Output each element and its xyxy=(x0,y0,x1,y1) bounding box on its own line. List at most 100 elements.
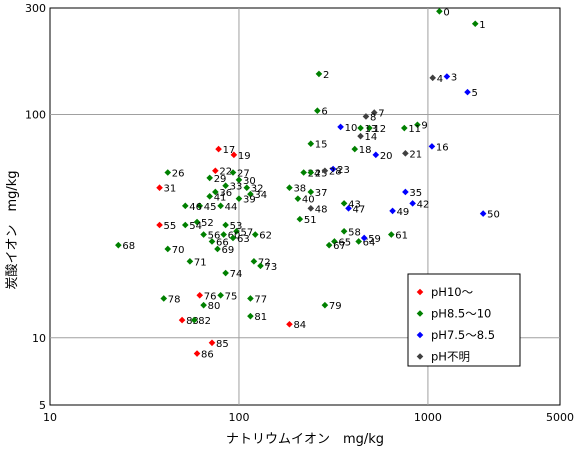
data-point xyxy=(479,210,487,217)
y-tick-label: 300 xyxy=(25,2,46,15)
data-point-label: 8 xyxy=(370,112,376,123)
data-point xyxy=(389,207,396,215)
x-tick-label: 1000 xyxy=(414,411,442,424)
data-point-label: 11 xyxy=(408,124,421,135)
data-point xyxy=(351,145,359,153)
data-point xyxy=(247,312,254,320)
data-point xyxy=(370,109,378,116)
data-point-label: 27 xyxy=(237,168,250,179)
data-point xyxy=(115,241,122,249)
data-point-label: 1 xyxy=(479,20,485,31)
data-point xyxy=(215,145,222,153)
data-point-label: 64 xyxy=(363,237,376,248)
legend-entry: pH7.5～8.5 xyxy=(431,328,495,342)
data-point-label: 20 xyxy=(380,151,393,162)
data-point-label: 14 xyxy=(365,132,378,143)
data-point-label: 13 xyxy=(365,124,378,135)
data-point-label: 19 xyxy=(238,151,251,162)
data-point-label: 61 xyxy=(395,231,408,242)
data-point xyxy=(233,227,240,235)
data-point xyxy=(196,202,204,210)
data-point-label: 29 xyxy=(214,174,227,185)
data-point xyxy=(156,221,163,229)
data-point-label: 6 xyxy=(321,107,327,118)
data-point-label: 49 xyxy=(397,207,410,218)
data-point-label: 78 xyxy=(168,294,181,305)
data-point xyxy=(337,123,344,131)
data-point-label: 39 xyxy=(243,195,256,206)
data-point-label: 40 xyxy=(302,195,315,206)
data-point xyxy=(156,184,163,192)
data-point-label: 43 xyxy=(348,199,361,210)
data-point xyxy=(387,231,395,238)
legend: pH10～ pH8.5～10 pH7.5～8.5 pH不明 xyxy=(407,273,521,367)
data-point-label: 56 xyxy=(208,231,221,242)
data-point-label: 50 xyxy=(487,210,500,221)
data-point-label: 53 xyxy=(230,221,243,232)
data-point xyxy=(294,195,302,202)
data-point-label: 4 xyxy=(437,74,443,85)
data-point-label: 37 xyxy=(315,188,328,199)
data-point xyxy=(222,269,229,277)
data-point-label: 5 xyxy=(472,88,478,99)
data-point xyxy=(307,140,315,148)
data-point-label: 30 xyxy=(243,176,256,187)
data-point-label: 32 xyxy=(251,184,264,195)
data-point-label: 12 xyxy=(373,124,386,135)
data-point-label: 17 xyxy=(223,145,236,156)
data-point xyxy=(208,339,216,347)
data-point xyxy=(314,107,321,115)
data-point xyxy=(186,258,194,265)
x-tick-label: 10 xyxy=(43,411,57,424)
data-point xyxy=(366,124,373,132)
data-point-label: 10 xyxy=(345,123,358,134)
data-point xyxy=(160,295,168,302)
data-point xyxy=(307,169,315,176)
data-point xyxy=(190,316,198,324)
data-point xyxy=(321,167,329,175)
data-point xyxy=(212,188,219,196)
data-point xyxy=(250,258,258,265)
data-point xyxy=(251,231,259,238)
data-point-label: 18 xyxy=(359,145,372,156)
data-point xyxy=(257,262,264,270)
data-point xyxy=(401,124,408,132)
data-point xyxy=(429,74,437,82)
data-point xyxy=(208,238,216,245)
data-point-label: 63 xyxy=(237,234,250,245)
data-point xyxy=(243,184,251,192)
data-point xyxy=(164,169,172,176)
legend-box xyxy=(407,273,521,367)
legend-marker xyxy=(416,331,424,339)
data-point xyxy=(229,169,237,176)
data-point xyxy=(212,167,219,175)
data-point-label: 16 xyxy=(436,142,449,153)
data-point xyxy=(307,188,315,196)
data-point xyxy=(331,238,338,245)
legend-entry: pH不明 xyxy=(431,350,470,364)
data-point-label: 71 xyxy=(194,257,207,268)
data-point-label: 54 xyxy=(189,221,202,232)
data-point-label: 84 xyxy=(293,320,306,331)
data-point-label: 31 xyxy=(164,184,177,195)
data-point xyxy=(300,169,307,176)
data-point xyxy=(357,132,364,140)
data-point-label: 0 xyxy=(443,7,449,18)
data-point-label: 70 xyxy=(172,245,185,256)
y-tick-label: 5 xyxy=(39,399,46,412)
data-point-label: 25 xyxy=(315,168,328,179)
y-tick-label: 100 xyxy=(25,109,46,122)
data-point-label: 26 xyxy=(172,168,185,179)
legend-marker xyxy=(416,310,424,317)
data-point-label: 80 xyxy=(208,301,221,312)
data-point-label: 67 xyxy=(333,241,346,252)
data-point-label: 46 xyxy=(189,202,202,213)
data-point-label: 36 xyxy=(219,188,232,199)
data-point-label: 81 xyxy=(254,312,267,323)
data-point-label: 42 xyxy=(417,199,430,210)
x-axis-label: ナトリウムイオン mg/kg xyxy=(226,432,384,447)
data-point-label: 76 xyxy=(204,291,217,302)
data-point-label: 7 xyxy=(378,109,384,120)
data-point-label: 66 xyxy=(216,237,229,248)
